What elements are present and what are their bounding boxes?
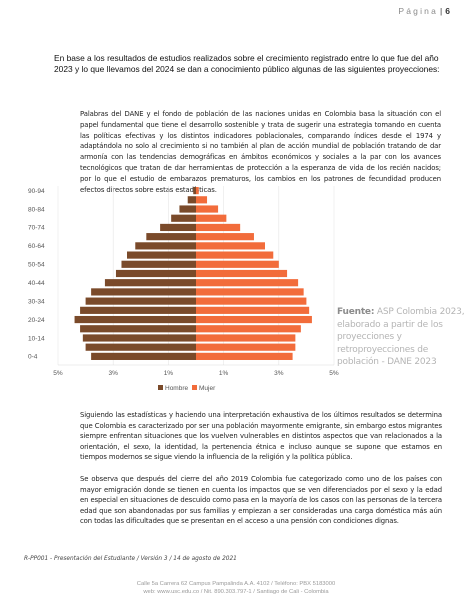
- bar-hombre: [91, 288, 196, 296]
- bar-hombre: [121, 260, 196, 268]
- footer-document-code: R-PP001 - Presentación del Estudiante / …: [24, 556, 237, 562]
- y-tick-label: 10-14: [28, 335, 45, 342]
- y-tick-label: 60-64: [28, 243, 45, 250]
- address-line-1: Calle 5a Carrera 62 Campus Pampalinda A.…: [136, 581, 336, 587]
- x-tick-label: 5%: [53, 370, 63, 377]
- bar-hombre: [85, 343, 196, 351]
- bar-mujer: [196, 205, 219, 213]
- bar-mujer: [196, 325, 301, 333]
- x-tick-label: 5%: [329, 370, 339, 377]
- bar-mujer: [196, 343, 296, 351]
- bar-hombre: [193, 187, 196, 195]
- page-label: Página: [398, 6, 439, 16]
- body-paragraph-1: Siguiendo las estadísticas y haciendo un…: [80, 411, 442, 462]
- page-number-header: Página | 6: [398, 6, 450, 16]
- y-tick-label: 40-44: [28, 280, 45, 287]
- y-tick-label: 80-84: [28, 206, 45, 213]
- bar-hombre: [91, 352, 196, 360]
- bar-hombre: [80, 325, 196, 333]
- footer-address: Calle 5a Carrera 62 Campus Pampalinda A.…: [0, 580, 472, 596]
- bar-mujer: [196, 242, 265, 250]
- y-tick-label: 90-94: [28, 188, 45, 195]
- y-tick-label: 50-54: [28, 262, 45, 269]
- bar-mujer: [196, 187, 199, 195]
- x-tick-label: 1%: [164, 370, 174, 377]
- source-text: ASP Colombia 2023, elaborado a partir de…: [337, 307, 465, 367]
- bar-hombre: [179, 205, 196, 213]
- population-pyramid-chart: 5% 3% 1% 1% 3% 5% 90-94 80-84 70-74 60-64 50-54 40-…: [24, 186, 344, 418]
- bar-mujer: [196, 214, 227, 222]
- y-tick-label: 20-24: [28, 317, 45, 324]
- bar-hombre: [74, 315, 196, 324]
- quoted-paragraph: Palabras del DANE y el fondo de població…: [80, 110, 441, 194]
- x-tick-label: 1%: [219, 370, 229, 377]
- bar-mujer: [196, 269, 288, 278]
- bar-mujer: [196, 315, 312, 324]
- bar-mujer: [196, 352, 293, 360]
- bar-mujer: [196, 251, 274, 259]
- legend-swatch-hombre: [158, 385, 163, 390]
- bar-mujer: [196, 288, 304, 296]
- bar-hombre: [135, 242, 196, 250]
- bar-mujer: [196, 306, 310, 314]
- bar-hombre: [104, 279, 196, 287]
- y-tick-label: 30-34: [28, 298, 45, 305]
- bar-mujer: [196, 233, 254, 241]
- bar-mujer: [196, 279, 299, 287]
- x-tick-label: 3%: [274, 370, 284, 377]
- bar-hombre: [187, 196, 196, 204]
- bar-hombre: [80, 306, 196, 314]
- chart-source-note: Fuente: ASP Colombia 2023, elaborado a p…: [337, 306, 465, 369]
- bar-hombre: [115, 269, 196, 278]
- legend-label-hombre: Hombre: [165, 385, 189, 392]
- page-separator: |: [440, 6, 443, 16]
- bar-mujer: [196, 223, 241, 232]
- source-label: Fuente:: [337, 307, 375, 317]
- legend-label-mujer: Mujer: [199, 385, 216, 392]
- y-tick-label: 70-74: [28, 225, 45, 232]
- address-line-2: web: www.usc.edu.co / Nit. 890.303.797-1…: [143, 589, 329, 595]
- bar-hombre: [82, 334, 196, 342]
- bar-hombre: [146, 233, 196, 241]
- intro-paragraph: En base a los resultados de estudios rea…: [54, 53, 440, 74]
- page-number: 6: [445, 6, 450, 16]
- bar-mujer: [196, 297, 307, 305]
- x-tick-label: 3%: [108, 370, 118, 377]
- bar-mujer: [196, 334, 296, 342]
- body-paragraph-2: Se observa que después del cierre del añ…: [80, 475, 442, 526]
- bar-mujer: [196, 260, 279, 268]
- bar-mujer: [196, 196, 208, 204]
- bar-hombre: [160, 223, 196, 232]
- bar-hombre: [171, 214, 196, 222]
- pyramid-svg: 5% 3% 1% 1% 3% 5% 90-94 80-84 70-74 60-64 50-54 40-…: [28, 186, 339, 392]
- y-tick-label: 0-4: [28, 354, 38, 361]
- bar-hombre: [127, 251, 196, 259]
- bar-hombre: [85, 297, 196, 305]
- legend-swatch-mujer: [192, 385, 197, 390]
